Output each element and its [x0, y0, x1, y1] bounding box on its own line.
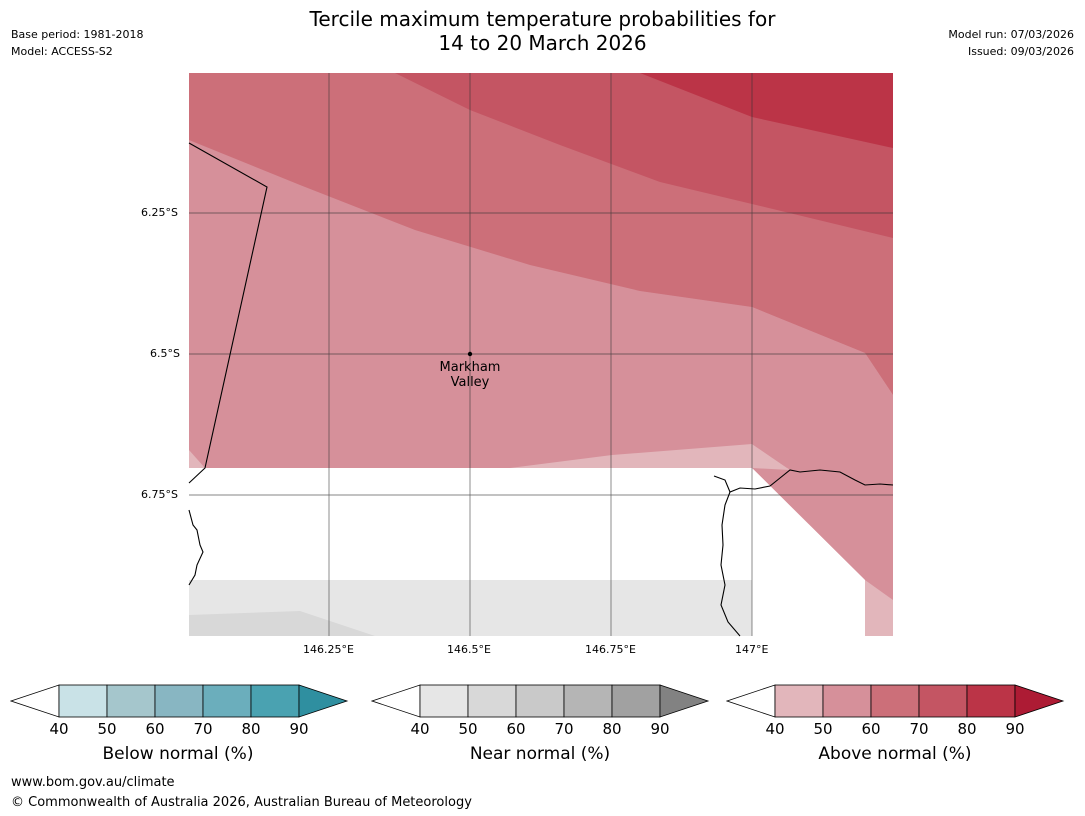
colorbar-below-normal: [10, 684, 349, 718]
colorbar-near-normal: [371, 684, 710, 718]
place-name-line-2: Valley: [450, 375, 490, 390]
colorbar-segment: [515, 684, 565, 718]
title-line-2: 14 to 20 March 2026: [438, 31, 647, 55]
colorbar-extend-low: [726, 684, 776, 718]
colorbar-segment: [419, 684, 469, 718]
field-above-40-50-west: [189, 450, 205, 468]
colorbar-tick-label: 60: [145, 720, 165, 738]
colorbar-above-normal: [726, 684, 1065, 718]
colorbar-segment: [106, 684, 156, 718]
colorbar-extend-high: [1014, 684, 1065, 718]
lon-label-146-5: 146.5°E: [447, 643, 491, 656]
colorbar-tick-label: 90: [1005, 720, 1025, 738]
issued-date: Issued: 09/03/2026: [967, 45, 1074, 58]
colorbar-segment: [58, 684, 108, 718]
colorbar-tick-label: 50: [813, 720, 833, 738]
colorbar-tick-label: 80: [957, 720, 977, 738]
colorbar-segment: [822, 684, 872, 718]
lat-label-6-5: 6.5°S: [150, 347, 180, 360]
colorbar-segment: [918, 684, 968, 718]
lat-label-6-75: 6.75°S: [141, 488, 178, 501]
colorbar-segment: [467, 684, 517, 718]
colorbar-tick-label: 60: [506, 720, 526, 738]
base-period: Base period: 1981-2018: [11, 28, 144, 41]
colorbar-tick-label: 50: [97, 720, 117, 738]
lat-label-6-25: 6.25°S: [141, 206, 178, 219]
colorbar-tick-label: 60: [861, 720, 881, 738]
coast-east: [720, 491, 741, 637]
map-title: Tercile maximum temperature probabilitie…: [0, 7, 1085, 55]
colorbar-segment: [774, 684, 824, 718]
colorbar-tick-label: 40: [765, 720, 785, 738]
field-above-80-90: [640, 73, 893, 148]
province-border: [188, 142, 268, 484]
colorbar-tick-label: 80: [602, 720, 622, 738]
footer-url[interactable]: www.bom.gov.au/climate: [11, 775, 175, 790]
colorbar-segment: [154, 684, 204, 718]
coast-north: [713, 469, 894, 493]
probability-fields: [189, 73, 893, 636]
colorbar-extend-high: [298, 684, 349, 718]
colorbar-segment: [870, 684, 920, 718]
colorbar-segment: [250, 684, 300, 718]
colorbar-extend-low: [371, 684, 421, 718]
colorbar-segment: [202, 684, 252, 718]
lon-label-146-75: 146.75°E: [585, 643, 636, 656]
meta-right: Model run: 07/03/2026 Issued: 09/03/2026: [948, 26, 1074, 60]
title-line-1: Tercile maximum temperature probabilitie…: [309, 7, 776, 31]
place-name-line-1: Markham: [439, 360, 501, 375]
lon-label-146-25: 146.25°E: [303, 643, 354, 656]
colorbar-title-near: Near normal (%): [469, 744, 611, 764]
field-above-50-60-east: [752, 307, 893, 470]
colorbar-segment: [966, 684, 1016, 718]
model-name: Model: ACCESS-S2: [11, 45, 113, 58]
place-marker: [467, 351, 473, 357]
place-label: Markham Valley: [410, 360, 530, 390]
colorbar-extend-low: [10, 684, 60, 718]
colorbar-title-below: Below normal (%): [102, 744, 254, 764]
coastlines: [188, 142, 894, 637]
colorbar-tick-label: 90: [289, 720, 309, 738]
colorbar-tick-label: 40: [410, 720, 430, 738]
coast-west: [188, 509, 204, 586]
colorbar-tick-label: 70: [909, 720, 929, 738]
colorbar-tick-label: 40: [49, 720, 69, 738]
lon-label-147: 147°E: [735, 643, 769, 656]
footer-copyright: © Commonwealth of Australia 2026, Austra…: [11, 795, 472, 810]
colorbar-tick-label: 50: [458, 720, 478, 738]
colorbar-title-above: Above normal (%): [818, 744, 972, 764]
colorbar-tick-label: 70: [554, 720, 574, 738]
colorbar-tick-label: 80: [241, 720, 261, 738]
no-signal-area: [189, 468, 865, 636]
model-run: Model run: 07/03/2026: [948, 28, 1074, 41]
field-above-50-60-lower: [790, 470, 893, 600]
colorbar-extend-high: [659, 684, 710, 718]
colorbar-tick-label: 90: [650, 720, 670, 738]
colorbar-tick-label: 70: [193, 720, 213, 738]
colorbar-segment: [563, 684, 613, 718]
meta-left: Base period: 1981-2018 Model: ACCESS-S2: [11, 26, 143, 60]
field-near-50-60: [189, 611, 375, 636]
colorbar-segment: [611, 684, 661, 718]
